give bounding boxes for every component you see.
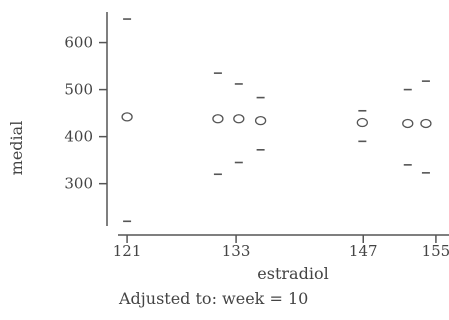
point-estimate-marker xyxy=(356,117,368,128)
data-point xyxy=(420,80,432,174)
y-tick-label: 500 xyxy=(64,81,93,99)
y-ticks: 300 400 500 600 xyxy=(64,34,107,193)
data-point xyxy=(254,96,267,151)
data-point xyxy=(402,88,414,166)
x-tick-label: 155 xyxy=(422,242,449,260)
data-point xyxy=(356,109,368,143)
point-estimate-marker xyxy=(121,112,133,122)
point-estimate-marker xyxy=(233,114,245,124)
y-axis-title: medial xyxy=(7,121,26,176)
y-tick-label: 600 xyxy=(64,34,93,52)
point-estimate-marker xyxy=(420,118,432,129)
x-ticks: 121 133 147 155 xyxy=(113,235,449,260)
x-tick-label: 121 xyxy=(113,242,142,260)
x-axis-title: estradiol xyxy=(257,264,328,283)
data-point xyxy=(121,18,133,223)
y-tick-label: 300 xyxy=(64,175,93,193)
point-estimate-marker xyxy=(212,114,224,124)
y-tick-label: 400 xyxy=(64,128,93,146)
data-points xyxy=(121,18,432,223)
adjustment-footnote: Adjusted to: week = 10 xyxy=(118,289,308,308)
point-estimate-marker xyxy=(402,118,414,129)
point-estimate-marker xyxy=(254,115,267,126)
data-point xyxy=(233,83,245,164)
data-point xyxy=(212,72,224,176)
x-tick-label: 147 xyxy=(349,242,378,260)
x-tick-label: 133 xyxy=(222,242,251,260)
